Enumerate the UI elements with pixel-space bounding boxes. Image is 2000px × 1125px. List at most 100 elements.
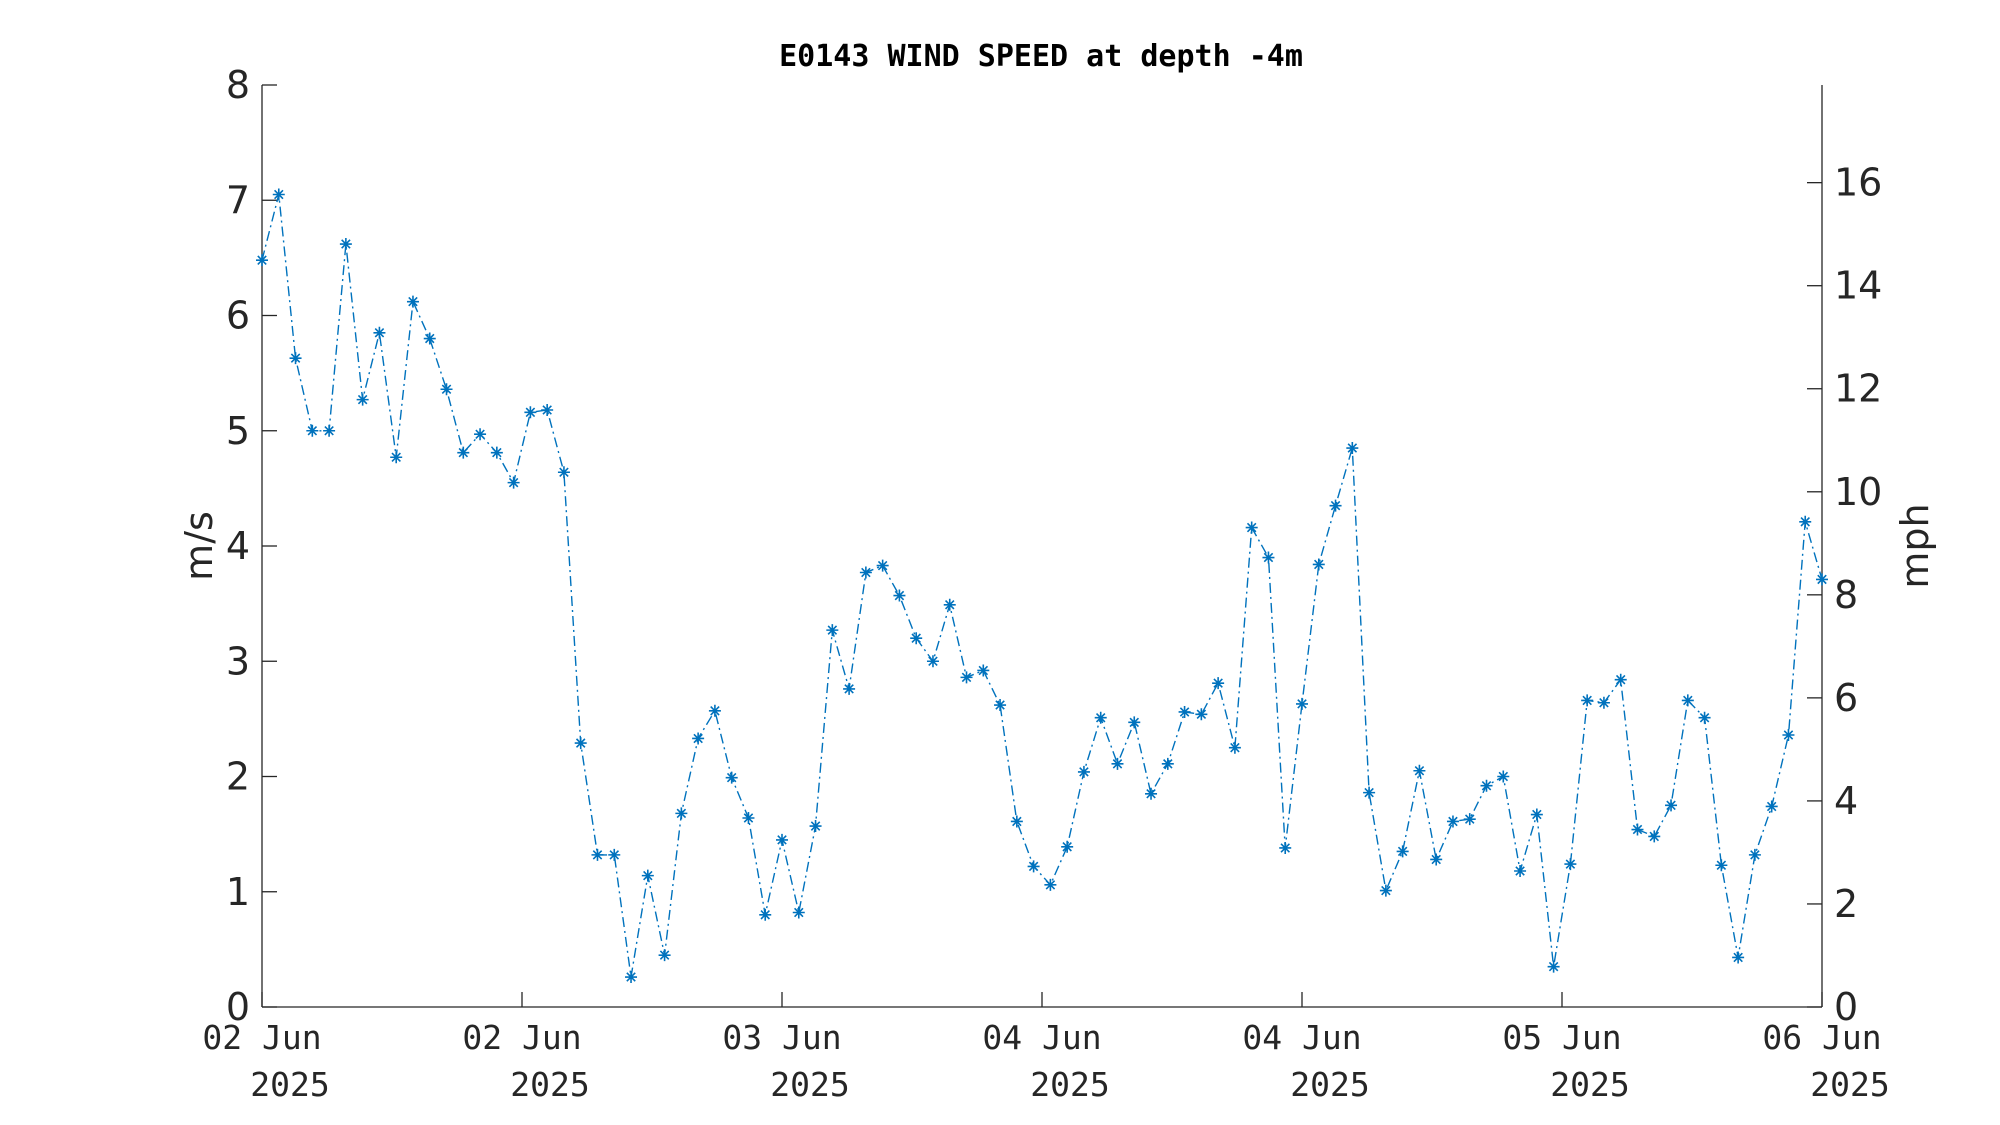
y-tick-label-right: 10 — [1834, 470, 1882, 514]
data-point-marker — [1514, 865, 1527, 878]
data-point-marker — [524, 406, 537, 419]
y-ticks-left: 0 1 2 3 4 5 6 7 8 — [226, 63, 277, 1029]
data-point-marker — [1648, 830, 1661, 843]
data-point-marker — [826, 624, 839, 637]
data-point-marker — [423, 332, 436, 345]
data-point-marker — [1816, 573, 1828, 586]
data-point-marker — [1228, 741, 1241, 754]
series-line — [261, 194, 1823, 978]
x-tick-label-date: 06 Jun — [1762, 1018, 1881, 1057]
data-point-marker — [1547, 960, 1560, 973]
data-point-marker — [406, 295, 419, 308]
y-tick-label-right: 8 — [1834, 573, 1858, 617]
data-point-marker — [507, 476, 520, 489]
data-point-marker — [306, 424, 319, 437]
data-point-marker — [1782, 729, 1795, 742]
data-point-marker — [1346, 442, 1359, 455]
data-point-marker — [256, 254, 268, 267]
data-point-marker — [1581, 694, 1594, 707]
y-tick-label-right: 0 — [1834, 985, 1858, 1029]
data-point-marker — [490, 446, 503, 459]
x-tick-label-date: 02 Jun — [462, 1018, 581, 1057]
data-point-marker — [792, 906, 805, 919]
data-point-marker — [1145, 787, 1158, 800]
data-point-marker — [457, 446, 470, 459]
x-tick-label-year: 2025 — [1290, 1065, 1369, 1104]
data-point-marker — [625, 971, 638, 984]
data-point-marker — [759, 908, 772, 921]
data-point-marker — [1665, 799, 1678, 812]
data-point-marker — [859, 566, 872, 579]
y-tick-label-right: 2 — [1834, 882, 1858, 926]
data-point-marker — [1748, 848, 1761, 861]
data-point-marker — [1614, 673, 1627, 686]
data-point-marker — [541, 404, 554, 417]
data-point-marker — [1597, 696, 1610, 709]
data-point-marker — [876, 559, 889, 572]
y-tick-label-left: 5 — [226, 409, 250, 453]
y-tick-label-left: 3 — [226, 639, 250, 683]
data-point-marker — [977, 664, 990, 677]
data-point-marker — [1413, 764, 1426, 777]
data-point-marker — [1077, 765, 1090, 778]
data-point-marker — [1698, 711, 1711, 724]
data-point-marker — [1044, 878, 1057, 891]
data-point-marker — [1530, 808, 1543, 821]
y-axis-label-right: mph — [1893, 503, 1937, 588]
data-point-marker — [1094, 711, 1107, 724]
data-point-marker — [557, 466, 570, 479]
data-point-marker — [1446, 815, 1459, 828]
data-point-marker — [926, 655, 939, 668]
data-point-marker — [1430, 853, 1443, 866]
data-point-marker — [1010, 815, 1023, 828]
y-tick-label-right: 4 — [1834, 779, 1858, 823]
data-point-marker — [1245, 521, 1258, 534]
data-point-marker — [440, 383, 453, 396]
data-point-marker — [658, 949, 671, 962]
x-tick-label-date: 04 Jun — [1242, 1018, 1361, 1057]
data-point-marker — [1111, 757, 1124, 770]
x-tick-label-year: 2025 — [1550, 1065, 1629, 1104]
data-point-marker — [272, 188, 285, 201]
data-point-marker — [708, 704, 721, 717]
data-point-marker — [1497, 770, 1510, 783]
x-tick-label-year: 2025 — [1810, 1065, 1889, 1104]
data-point-marker — [943, 598, 956, 611]
data-point-marker — [1799, 515, 1812, 528]
data-point-marker — [1396, 845, 1409, 858]
series-wind-speed — [256, 188, 1828, 984]
data-point-marker — [474, 428, 487, 441]
data-point-marker — [1061, 840, 1074, 853]
data-point-marker — [574, 737, 587, 750]
data-point-marker — [675, 807, 688, 820]
data-point-marker — [960, 671, 973, 684]
data-point-marker — [356, 393, 369, 406]
y-tick-label-right: 14 — [1834, 264, 1882, 308]
data-point-marker — [1631, 823, 1644, 836]
y-tick-label-right: 12 — [1834, 367, 1882, 411]
data-point-marker — [1262, 551, 1275, 564]
y-tick-label-left: 2 — [226, 755, 250, 799]
y-tick-label-right: 16 — [1834, 161, 1882, 205]
x-tick-label-year: 2025 — [510, 1065, 589, 1104]
data-point-marker — [1128, 716, 1141, 729]
data-point-marker — [1296, 697, 1308, 710]
data-point-marker — [390, 451, 403, 464]
y-tick-label-left: 0 — [226, 985, 250, 1029]
data-point-marker — [289, 352, 302, 365]
data-point-marker — [692, 732, 705, 745]
data-point-marker — [910, 632, 923, 645]
data-point-marker — [843, 682, 856, 695]
data-point-marker — [994, 699, 1007, 712]
data-point-marker — [591, 848, 604, 861]
data-point-marker — [1715, 859, 1728, 872]
x-ticks: 02 Jun 2025 02 Jun 2025 03 Jun 2025 04 Jun 2025… — [202, 992, 1890, 1104]
x-tick-label-date: 04 Jun — [982, 1018, 1101, 1057]
y-axis-label-left: m/s — [177, 511, 221, 581]
data-point-marker — [1732, 951, 1745, 964]
data-point-marker — [1379, 884, 1392, 897]
data-point-marker — [1027, 860, 1040, 873]
x-tick-label-date: 05 Jun — [1502, 1018, 1621, 1057]
data-point-marker — [641, 869, 654, 882]
